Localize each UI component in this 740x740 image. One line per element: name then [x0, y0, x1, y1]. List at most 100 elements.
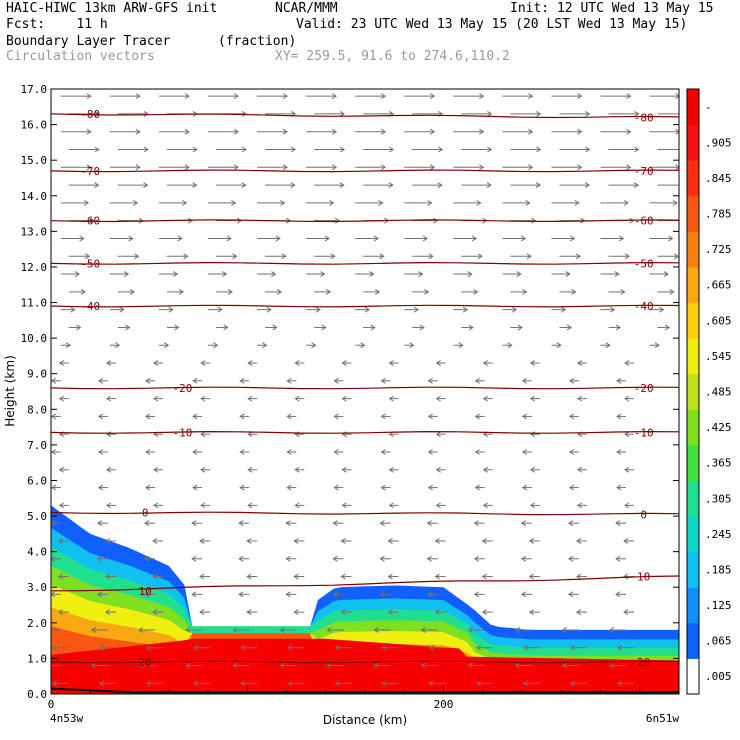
vector-head [217, 306, 223, 313]
isotherm-line [51, 386, 679, 390]
vector-head [569, 644, 576, 651]
vector-head [276, 288, 283, 295]
vector-head [135, 93, 141, 100]
vector-head [468, 324, 474, 331]
vector-head [624, 502, 630, 509]
wind-vector [294, 502, 305, 509]
vector-head [145, 449, 151, 455]
vector-head [381, 680, 387, 687]
wind-vector [609, 662, 627, 669]
wind-vector [104, 573, 116, 580]
colorbar-swatch [687, 89, 699, 126]
wind-vector [551, 128, 583, 135]
wind-vector [551, 199, 580, 206]
vector-head [467, 627, 473, 633]
wind-vector [617, 644, 635, 651]
wind-vector [551, 93, 583, 100]
isotherm-label: -40 [80, 300, 100, 313]
wind-vector [57, 609, 69, 616]
wind-vector [287, 680, 305, 687]
isotherm-label: 20 [637, 656, 650, 669]
wind-vector [355, 306, 370, 313]
wind-vector [306, 128, 338, 135]
vector-head [571, 288, 577, 295]
wind-vector [193, 680, 211, 687]
wind-vector [412, 324, 425, 331]
vector-head [145, 413, 151, 420]
wind-vector [105, 466, 116, 473]
wind-vector [387, 573, 399, 580]
wind-vector [279, 662, 297, 669]
vector-head [104, 573, 111, 580]
vector-head [98, 644, 105, 651]
wind-vector [435, 431, 446, 438]
wind-vector [238, 555, 250, 562]
wind-vector [453, 199, 482, 206]
wind-vector [216, 324, 229, 331]
wind-vector [51, 520, 61, 527]
wind-vector [355, 93, 387, 100]
vector-head [528, 573, 535, 580]
vector-head [514, 627, 521, 633]
wind-vector [58, 360, 69, 366]
vector-head [568, 484, 575, 491]
vector-head [332, 591, 338, 598]
wind-vector [529, 502, 540, 509]
wind-vector [412, 146, 444, 153]
wind-vector [153, 395, 164, 402]
vector-head [339, 182, 345, 189]
vector-head [434, 538, 440, 544]
wind-vector [51, 665, 61, 667]
wind-vector [200, 395, 211, 402]
wind-vector [649, 271, 669, 277]
vector-head [379, 253, 385, 260]
wind-vector [435, 502, 446, 509]
vector-head [340, 538, 346, 544]
wind-vector [294, 466, 305, 473]
vector-head [105, 466, 112, 473]
vector-head [135, 164, 141, 171]
vector-head [227, 288, 234, 295]
wind-vector [314, 288, 332, 295]
wind-vector [145, 484, 156, 491]
vector-head [387, 538, 393, 544]
vector-head [293, 538, 299, 544]
wind-vector [333, 484, 344, 491]
wind-vector [412, 288, 430, 295]
y-tick-label: 11.0 [21, 297, 48, 310]
vector-head [326, 627, 332, 633]
vector-head [609, 662, 615, 669]
wind-vector [379, 591, 391, 598]
wind-vector [306, 199, 335, 206]
vector-head [528, 609, 535, 616]
wind-vector [649, 342, 660, 349]
colorbar-label: .785 [705, 208, 732, 221]
vector-head [239, 377, 245, 384]
vector-head [567, 555, 574, 562]
wind-vector [257, 199, 286, 206]
wind-vector [380, 413, 391, 420]
isotherm-label: 0 [142, 507, 149, 520]
wind-vector [434, 573, 446, 580]
vector-head [526, 253, 532, 260]
vector-head [633, 182, 640, 189]
wind-vector [238, 520, 250, 527]
wind-vector [522, 644, 540, 651]
vector-head [286, 377, 292, 384]
wind-vector [117, 324, 131, 331]
wind-vector [355, 128, 387, 135]
vector-head [462, 306, 469, 313]
wind-vector [404, 128, 436, 135]
wind-vector [97, 377, 108, 384]
wind-vector [68, 324, 82, 331]
wind-vector [567, 555, 579, 562]
wind-vector [373, 627, 391, 633]
wind-vector [51, 591, 61, 598]
wind-vector [502, 93, 534, 100]
wind-vector [293, 538, 305, 544]
wind-vector [600, 235, 625, 242]
vector-head [86, 164, 92, 171]
wind-vector [404, 93, 436, 100]
wind-vector [657, 288, 675, 295]
wind-vectors [51, 93, 679, 687]
